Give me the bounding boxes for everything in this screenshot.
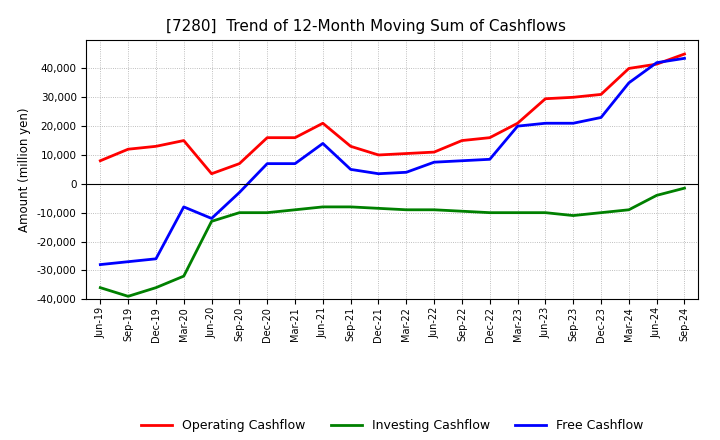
Investing Cashflow [624,207,633,213]
Operating Cashflow [652,62,661,67]
Investing Cashflow [374,205,383,211]
Operating Cashflow [124,147,132,152]
Investing Cashflow [179,274,188,279]
Operating Cashflow [179,138,188,143]
Free Cashflow [597,115,606,120]
Free Cashflow [430,160,438,165]
Operating Cashflow [430,150,438,155]
Operating Cashflow [597,92,606,97]
Free Cashflow [263,161,271,166]
Free Cashflow [96,262,104,267]
Operating Cashflow [96,158,104,163]
Investing Cashflow [430,207,438,213]
Operating Cashflow [346,144,355,149]
Investing Cashflow [541,210,550,215]
Operating Cashflow [374,152,383,158]
Operating Cashflow [291,135,300,140]
Free Cashflow [680,56,689,61]
Investing Cashflow [569,213,577,218]
Investing Cashflow [235,210,243,215]
Free Cashflow [235,190,243,195]
Investing Cashflow [458,209,467,214]
Line: Operating Cashflow: Operating Cashflow [100,54,685,174]
Y-axis label: Amount (million yen): Amount (million yen) [19,107,32,231]
Investing Cashflow [124,293,132,299]
Operating Cashflow [235,161,243,166]
Investing Cashflow [263,210,271,215]
Free Cashflow [569,121,577,126]
Free Cashflow [291,161,300,166]
Investing Cashflow [597,210,606,215]
Operating Cashflow [680,51,689,57]
Operating Cashflow [318,121,327,126]
Investing Cashflow [291,207,300,213]
Operating Cashflow [513,121,522,126]
Operating Cashflow [541,96,550,101]
Free Cashflow [374,171,383,176]
Legend: Operating Cashflow, Investing Cashflow, Free Cashflow: Operating Cashflow, Investing Cashflow, … [136,414,649,437]
Free Cashflow [652,60,661,65]
Free Cashflow [124,259,132,264]
Free Cashflow [513,124,522,129]
Free Cashflow [346,167,355,172]
Operating Cashflow [152,144,161,149]
Operating Cashflow [263,135,271,140]
Free Cashflow [624,80,633,85]
Free Cashflow [207,216,216,221]
Free Cashflow [541,121,550,126]
Line: Free Cashflow: Free Cashflow [100,59,685,264]
Operating Cashflow [624,66,633,71]
Operating Cashflow [569,95,577,100]
Investing Cashflow [318,204,327,209]
Investing Cashflow [485,210,494,215]
Investing Cashflow [402,207,410,213]
Operating Cashflow [485,135,494,140]
Free Cashflow [485,157,494,162]
Operating Cashflow [458,138,467,143]
Investing Cashflow [652,193,661,198]
Text: [7280]  Trend of 12-Month Moving Sum of Cashflows: [7280] Trend of 12-Month Moving Sum of C… [166,19,566,34]
Investing Cashflow [152,285,161,290]
Free Cashflow [318,141,327,146]
Operating Cashflow [207,171,216,176]
Investing Cashflow [680,186,689,191]
Investing Cashflow [207,219,216,224]
Free Cashflow [402,170,410,175]
Free Cashflow [458,158,467,163]
Free Cashflow [179,204,188,209]
Operating Cashflow [402,151,410,156]
Free Cashflow [152,256,161,261]
Investing Cashflow [513,210,522,215]
Investing Cashflow [346,204,355,209]
Investing Cashflow [96,285,104,290]
Line: Investing Cashflow: Investing Cashflow [100,188,685,296]
